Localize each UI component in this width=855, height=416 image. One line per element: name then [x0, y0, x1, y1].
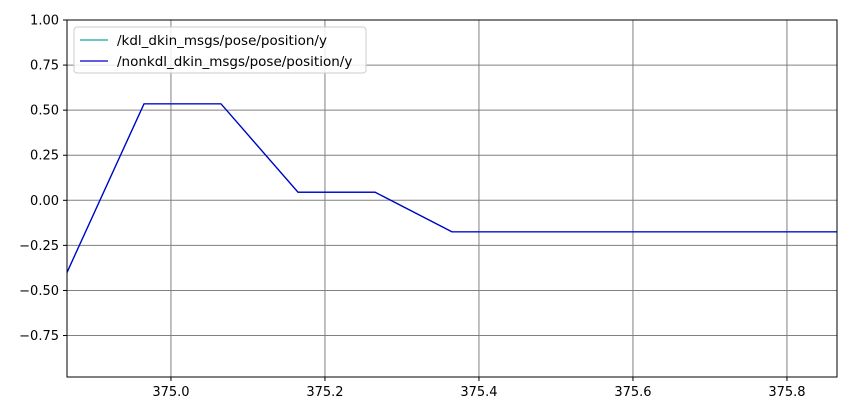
y-tick-label: −0.50 — [19, 284, 59, 299]
series-line-0 — [67, 103, 837, 273]
series-layer — [67, 103, 837, 273]
x-tick-label: 375.6 — [614, 385, 651, 400]
legend: /kdl_dkin_msgs/pose/position/y /nonkdl_d… — [73, 26, 367, 74]
legend-label-nonkdl: /nonkdl_dkin_msgs/pose/position/y — [117, 54, 352, 70]
plot-frame — [66, 19, 838, 378]
y-tick-label: 0.50 — [30, 104, 59, 119]
x-tick-label: 375.8 — [768, 385, 805, 400]
y-tick-label: 0.25 — [30, 149, 59, 164]
tick-layer: 375.0 375.2 375.4 375.6 375.8 1.00 0.75 0.50 0.2… — [19, 14, 805, 401]
legend-label-kdl: /kdl_dkin_msgs/pose/position/y — [117, 33, 327, 49]
x-tick-label: 375.0 — [152, 385, 189, 400]
series-line-1 — [67, 103, 837, 273]
y-tick-label: 1.00 — [30, 14, 59, 29]
y-tick-label: −0.25 — [19, 239, 59, 254]
grid — [67, 19, 837, 377]
legend-box — [73, 26, 367, 74]
y-tick-label: 0.75 — [30, 59, 59, 74]
y-tick-label: 0.00 — [30, 194, 59, 209]
y-tick-label: −0.75 — [19, 329, 59, 344]
x-tick-label: 375.2 — [306, 385, 343, 400]
x-tick-label: 375.4 — [460, 385, 497, 400]
